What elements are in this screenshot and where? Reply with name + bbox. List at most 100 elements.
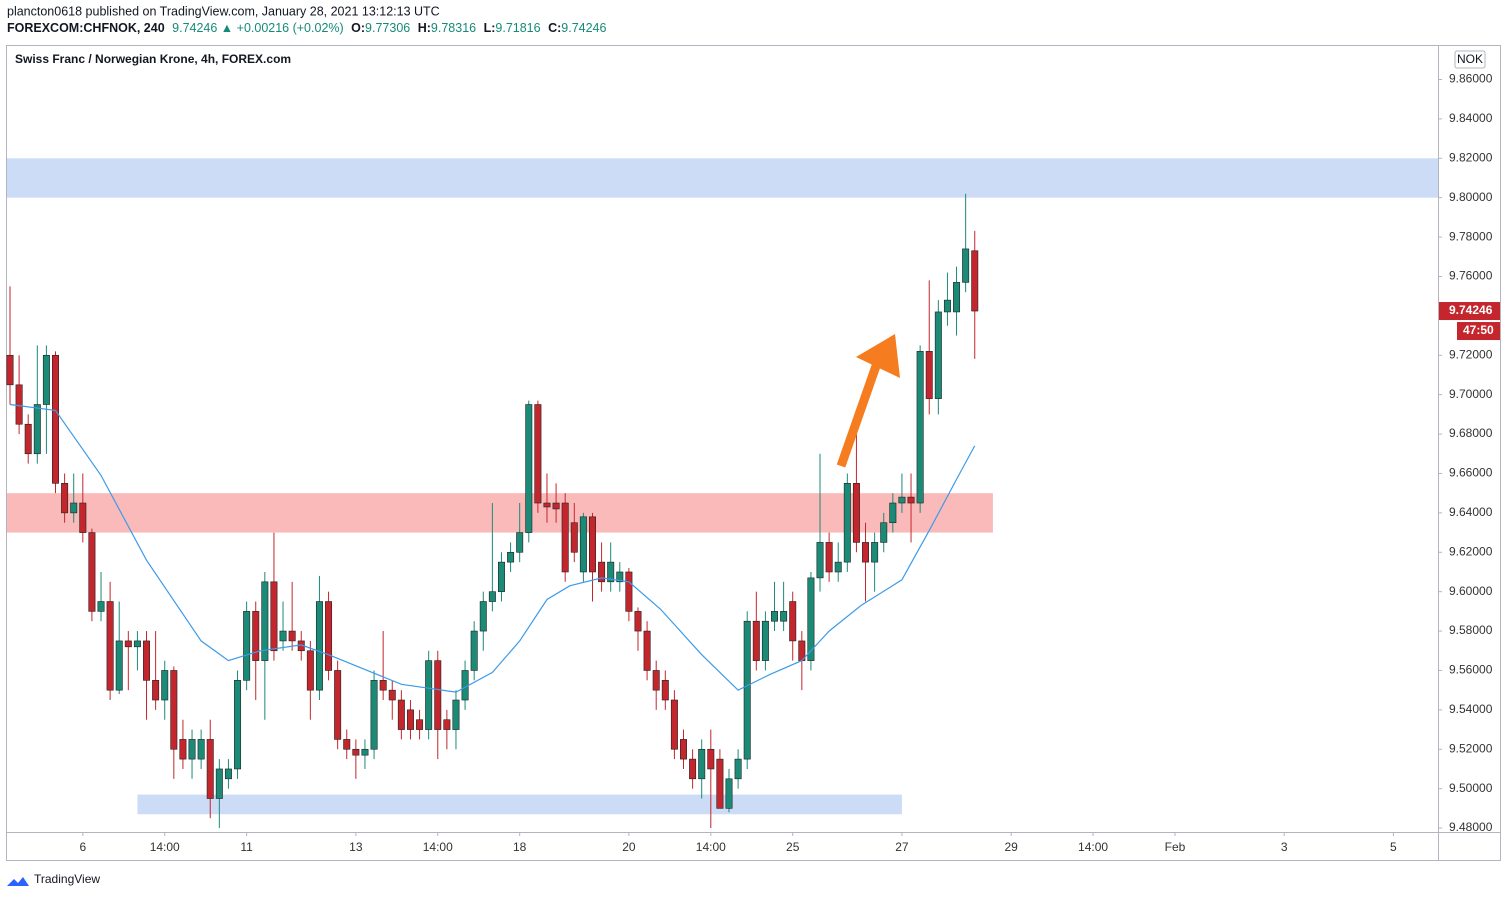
candle-body (934, 311, 942, 399)
candle-body (42, 354, 50, 405)
y-tick-label: 9.70000 (1449, 387, 1493, 401)
x-tick-label: Feb (1165, 840, 1186, 854)
candle-body (734, 758, 742, 780)
x-tick-label: 5 (1390, 840, 1397, 854)
candle-body (406, 709, 414, 730)
candle-body (771, 611, 778, 622)
candle-body (780, 611, 788, 622)
x-tick-label: 14:00 (1078, 840, 1108, 854)
candle-body (215, 768, 223, 799)
candle-body (507, 551, 515, 563)
candle-body (279, 630, 287, 642)
candle-body (825, 542, 833, 573)
candle-body (70, 502, 78, 514)
x-tick-label: 14:00 (696, 840, 726, 854)
candle-body (343, 739, 351, 750)
candle-body (88, 532, 96, 612)
ohlc-label: H: (418, 21, 431, 35)
candle-body (643, 630, 651, 671)
candle-body (188, 739, 196, 760)
candle-body (425, 660, 433, 730)
candle-body (479, 601, 487, 632)
candle-body (570, 522, 578, 553)
currency: NOK (1457, 52, 1483, 66)
y-tick-label: 9.64000 (1449, 505, 1493, 519)
candle-body (852, 483, 860, 543)
candle-body (52, 354, 59, 484)
candle-body (152, 680, 160, 701)
candle-body (652, 670, 660, 691)
candle-body (33, 404, 41, 455)
candle-body (61, 483, 69, 514)
candle-body (716, 758, 724, 809)
candle-body (816, 542, 824, 579)
candle-body (24, 423, 32, 455)
arrow-shaft (836, 364, 881, 468)
candle-body (634, 611, 642, 632)
candle-body (261, 581, 269, 661)
x-tick-label: 6 (79, 840, 86, 854)
candle-body (325, 601, 333, 671)
ohlc-value: 9.78316 (431, 21, 476, 35)
candle-body (15, 384, 23, 425)
candle-body (525, 404, 533, 533)
ohlc-label: C: (548, 21, 561, 35)
zone (137, 794, 902, 815)
candle-body (6, 354, 14, 386)
published-line: plancton0618 published on TradingView.co… (7, 4, 440, 18)
candle-body (361, 748, 369, 756)
candle-body (170, 670, 178, 750)
candle-body (224, 768, 232, 780)
arrow-head (856, 334, 900, 378)
arrow (836, 334, 900, 468)
candle-body (670, 699, 678, 750)
candle-body (124, 640, 132, 648)
y-tick-label: 9.62000 (1449, 544, 1493, 558)
y-tick-label: 9.66000 (1449, 466, 1493, 480)
candle-body (497, 561, 505, 592)
candle-body (488, 591, 496, 602)
zone (7, 158, 1438, 198)
ohlc-value: 9.74246 (561, 21, 606, 35)
x-tick-label: 11 (240, 840, 253, 854)
candle-body (452, 699, 460, 730)
x-tick-label: 20 (622, 840, 636, 854)
brand: TradingView (34, 872, 100, 886)
footer-logo: TradingView (7, 872, 100, 886)
candle-body (725, 778, 733, 809)
y-tick-label: 9.52000 (1449, 741, 1493, 755)
candle-body (161, 670, 169, 701)
countdown-box (1457, 322, 1500, 341)
candle-body (916, 351, 924, 504)
candle-body (889, 502, 897, 524)
candle-body (370, 680, 378, 750)
ohlc-value: 9.77306 (365, 21, 410, 35)
chart-title: Swiss Franc / Norwegian Krone, 4h, FOREX… (15, 52, 291, 66)
y-tick-label: 9.54000 (1449, 702, 1493, 716)
candle-body (898, 496, 906, 504)
candle-body (234, 680, 242, 770)
candle-body (925, 351, 933, 399)
candle-body (971, 250, 979, 312)
candle-body (106, 601, 114, 691)
candle-body (761, 620, 769, 661)
candle-body (97, 601, 105, 612)
candle-body (270, 581, 278, 652)
candle-body (179, 739, 187, 760)
y-tick-label: 9.80000 (1449, 190, 1493, 204)
x-tick-label: 13 (349, 840, 363, 854)
candle-body (543, 502, 551, 508)
x-tick-label: 3 (1281, 840, 1288, 854)
candle-body (552, 502, 560, 510)
candle-body (197, 739, 205, 760)
candle-body (689, 758, 697, 780)
candle-body (862, 542, 870, 563)
last-price-box (1439, 302, 1500, 321)
candle-body (461, 670, 469, 701)
ohlc-label: L: (484, 21, 496, 35)
candle-body (561, 502, 569, 573)
candle-body (516, 532, 524, 553)
candle-body (79, 502, 87, 533)
candle-body (534, 404, 542, 504)
